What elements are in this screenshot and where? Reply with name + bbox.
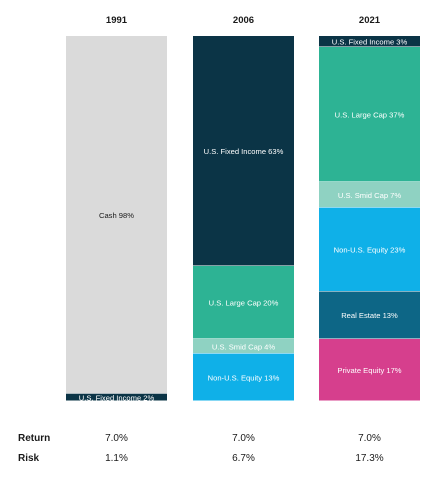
metrics-table: Return 7.0% 7.0% 7.0% Risk 1.1% 6.7% 17.3% (18, 433, 384, 464)
bar-segment-private-equity-2021 (319, 338, 420, 401)
metric-value-return-1991: 7.0% (105, 433, 128, 444)
segment-label-cash-1991: Cash 98% (99, 211, 134, 220)
segment-divider (66, 400, 167, 402)
segment-label-u-s-large-cap-2006: U.S. Large Cap 20% (209, 298, 279, 307)
segment-label-u-s-fixed-income-1991: U.S. Fixed Income 2% (79, 393, 155, 402)
year-label-1991: 1991 (106, 15, 128, 26)
metric-value-risk-2021: 17.3% (355, 453, 383, 464)
segment-divider (193, 400, 294, 402)
segment-label-u-s-smid-cap-2006: U.S. Smid Cap 4% (212, 342, 276, 351)
year-label-2006: 2006 (233, 15, 254, 26)
bar-segment-cash-1991 (66, 36, 167, 394)
bar-segment-u-s-smid-cap-2006 (193, 338, 294, 354)
segment-label-u-s-large-cap-2021: U.S. Large Cap 37% (335, 110, 405, 119)
bar-segment-non-u-s-equity-2021 (319, 207, 420, 292)
bar-segment-real-estate-2021 (319, 291, 420, 339)
metric-value-risk-2006: 6.7% (232, 453, 255, 464)
metric-value-return-2006: 7.0% (232, 433, 255, 444)
segment-label-real-estate-2021: Real Estate 13% (341, 311, 398, 320)
segment-label-private-equity-2021: Private Equity 17% (337, 366, 401, 375)
bar-segment-non-u-s-equity-2006 (193, 353, 294, 401)
segment-label-non-u-s-equity-2021: Non-U.S. Equity 23% (334, 246, 406, 255)
bar-segment-u-s-smid-cap-2021 (319, 182, 420, 208)
bar-segment-u-s-fixed-income-2006 (193, 36, 294, 266)
segment-label-non-u-s-equity-2006: Non-U.S. Equity 13% (208, 373, 280, 382)
bar-segment-u-s-fixed-income-2021 (319, 36, 420, 47)
segment-divider (319, 400, 420, 402)
year-label-2021: 2021 (359, 15, 381, 26)
segment-label-u-s-smid-cap-2021: U.S. Smid Cap 7% (338, 191, 402, 200)
year-labels: 1991 2006 2021 (106, 15, 381, 26)
bar-segment-u-s-large-cap-2021 (319, 46, 420, 183)
bar-segment-u-s-large-cap-2006 (193, 265, 294, 339)
segment-label-u-s-fixed-income-2006: U.S. Fixed Income 63% (204, 147, 284, 156)
metric-value-return-2021: 7.0% (358, 433, 381, 444)
metric-label-return: Return (18, 433, 50, 444)
metric-label-risk: Risk (18, 453, 40, 464)
bar-segment-u-s-fixed-income-1991 (66, 393, 167, 401)
segment-label-u-s-fixed-income-2021: U.S. Fixed Income 3% (332, 37, 408, 46)
stacked-bars: Cash 98% U.S. Fixed Income 2% U.S. Fixed I… (66, 36, 420, 402)
metric-value-risk-1991: 1.1% (105, 453, 128, 464)
